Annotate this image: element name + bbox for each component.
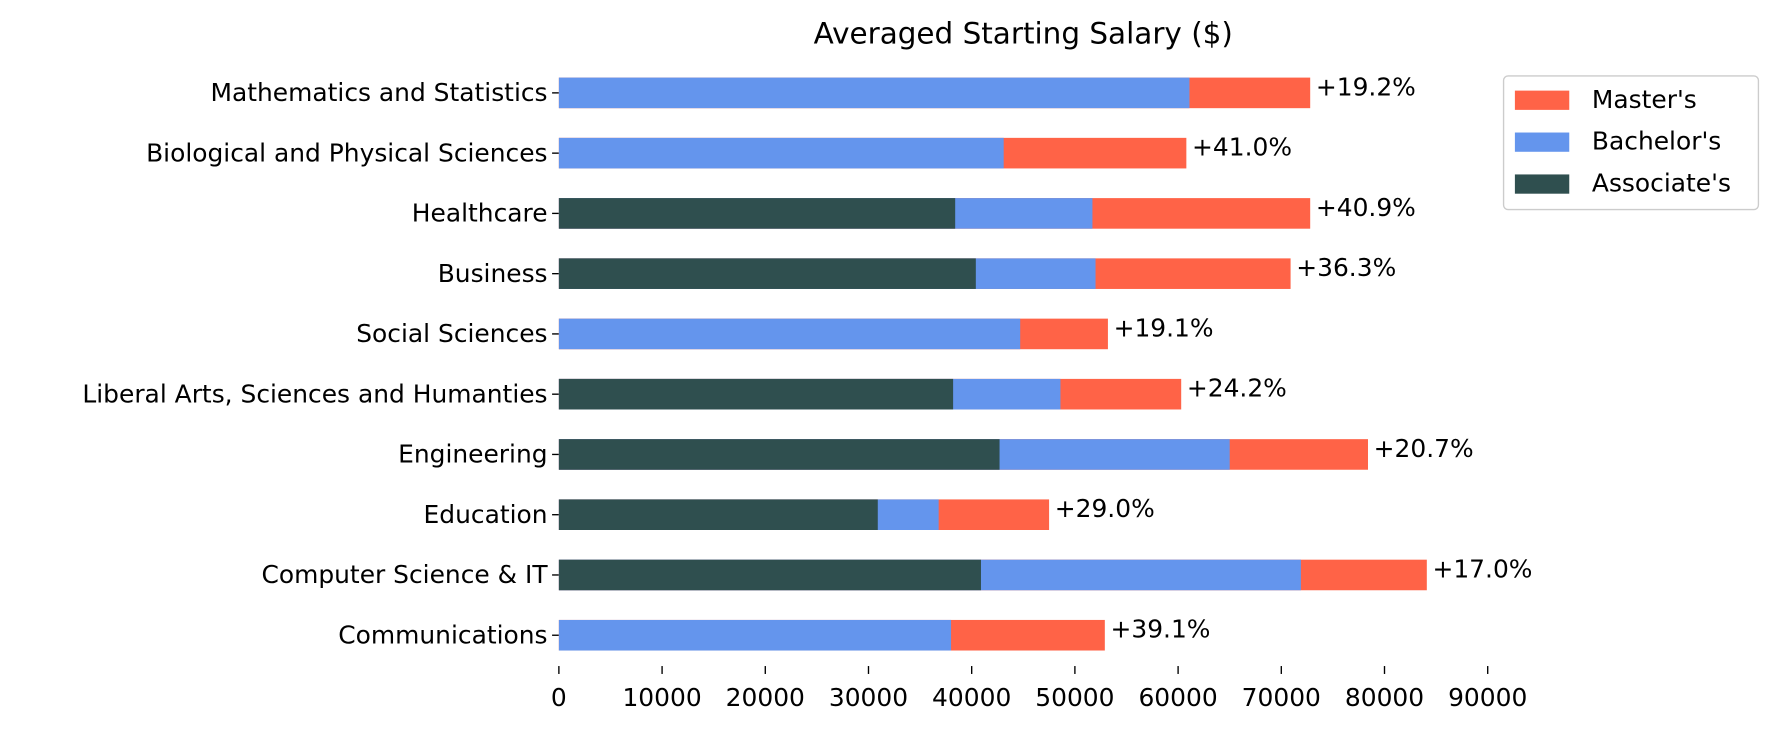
bar-annotation: +36.3% [1296, 253, 1396, 282]
bar [558, 378, 954, 410]
x-tick-label: 30000 [829, 683, 908, 712]
x-tick-label: 50000 [1035, 683, 1114, 712]
bar [558, 499, 878, 530]
bar-annotation: +17.0% [1432, 554, 1532, 583]
x-tick-label: 10000 [622, 683, 701, 712]
bar-annotation: +19.2% [1316, 72, 1416, 101]
legend-swatch [1514, 174, 1570, 194]
y-tick-label: Mathematics and Statistics [210, 78, 547, 107]
bar [558, 77, 1190, 109]
bar [558, 318, 1021, 350]
bar-annotation: +41.0% [1192, 133, 1292, 162]
x-tick-label: 60000 [1138, 683, 1217, 712]
y-tick-label: Engineering [398, 440, 547, 469]
chart-title: Averaged Starting Salary ($) [814, 17, 1233, 51]
y-tick-label: Liberal Arts, Sciences and Humanties [82, 379, 547, 408]
bar [558, 559, 981, 591]
bar-annotation: +39.1% [1110, 615, 1210, 644]
legend-label: Master's [1592, 85, 1697, 114]
x-tick-label: 90000 [1448, 683, 1527, 712]
x-tick-label: 0 [551, 683, 567, 712]
legend-swatch [1514, 90, 1570, 110]
x-tick-label: 20000 [726, 683, 805, 712]
y-tick-label: Social Sciences [356, 319, 547, 348]
y-tick-label: Biological and Physical Sciences [146, 138, 547, 167]
y-tick-label: Computer Science & IT [261, 560, 548, 589]
legend-label: Associate's [1592, 169, 1731, 198]
x-tick-label: 80000 [1345, 683, 1424, 712]
bar [558, 439, 1000, 470]
y-tick-label: Communications [338, 620, 547, 649]
legend: Master's Bachelor's Associate's [1502, 75, 1760, 211]
x-tick-label: 40000 [932, 683, 1011, 712]
bar [558, 198, 956, 229]
bar-annotation: +24.2% [1187, 374, 1287, 403]
bar [558, 619, 952, 651]
bar-annotation: +29.0% [1055, 494, 1155, 523]
bar [558, 258, 976, 289]
legend-swatch [1514, 132, 1570, 152]
x-tick-label: 70000 [1242, 683, 1321, 712]
bar [558, 137, 1004, 169]
y-tick-label: Healthcare [412, 199, 548, 228]
y-tick-label: Education [424, 500, 548, 529]
bar-annotation: +19.1% [1114, 313, 1214, 342]
bar-annotation: +20.7% [1374, 434, 1474, 463]
legend-label: Bachelor's [1592, 127, 1721, 156]
y-tick-label: Business [438, 259, 548, 288]
bar-annotation: +40.9% [1316, 193, 1416, 222]
